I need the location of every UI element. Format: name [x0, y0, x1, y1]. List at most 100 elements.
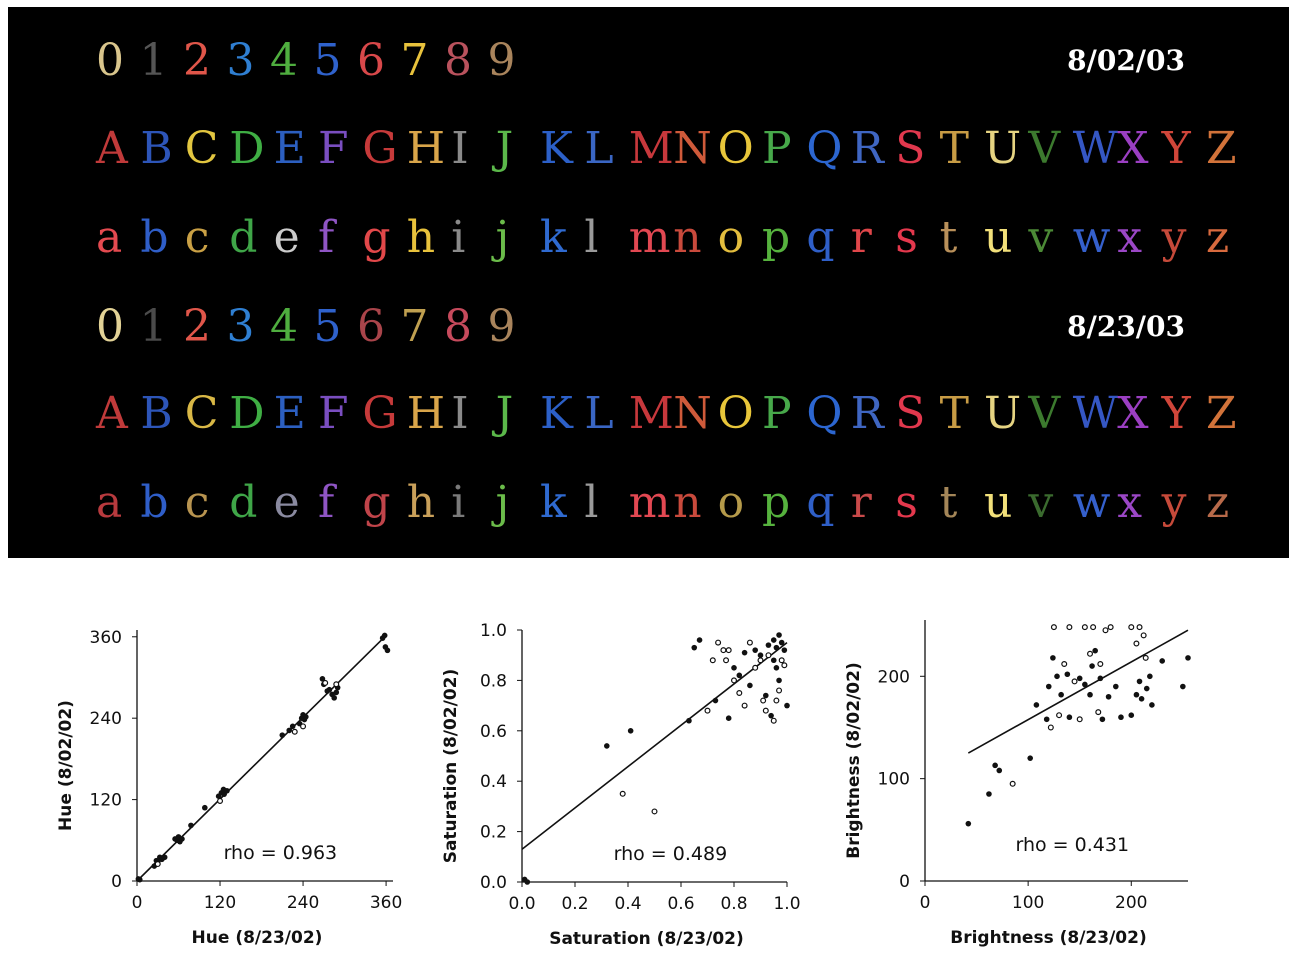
data-point: [279, 732, 286, 738]
glyph-lower: n: [673, 477, 702, 528]
glyph-upper: S: [895, 388, 926, 439]
glyph-lower: w: [1072, 212, 1111, 263]
glyph-upper: A: [96, 123, 128, 174]
glyph-lower: o: [717, 212, 745, 263]
data-point: [1043, 716, 1050, 723]
y-tick-label: 0.4: [480, 772, 507, 792]
x-tick-label: 0: [920, 893, 931, 913]
glyph-upper: G: [362, 123, 398, 174]
glyph-lower: r: [850, 477, 872, 528]
glyph-upper: Z: [1206, 388, 1237, 439]
data-point-open: [765, 652, 772, 659]
data-point-open: [715, 639, 722, 646]
data-point-open: [773, 697, 780, 704]
y-tick-label: 100: [878, 770, 910, 790]
session-date: 8/02/03: [1067, 44, 1185, 77]
glyph-upper: J: [495, 388, 514, 439]
x-tick-label: 0.2: [561, 894, 588, 914]
glyph-upper: Y: [1161, 123, 1191, 174]
glyph-upper: O: [717, 123, 754, 174]
data-point-open: [760, 697, 767, 704]
glyph-upper: D: [229, 388, 265, 439]
data-point-open: [752, 664, 759, 671]
data-point: [326, 686, 333, 693]
glyph-row: 0 1 2 3 4 5 6 7 8 9 8/23/03: [8, 297, 1289, 357]
data-point-open: [619, 790, 626, 797]
glyph-upper: R: [850, 388, 884, 439]
data-point-open: [709, 657, 716, 664]
glyph-lower: y: [1161, 477, 1187, 528]
glyph-lower: b: [140, 212, 169, 263]
data-point: [1147, 673, 1153, 680]
glyph-digit: 5: [313, 301, 342, 352]
glyph-lower: i: [451, 212, 466, 263]
glyph-lower: k: [540, 477, 567, 528]
data-point: [1113, 683, 1119, 690]
data-point-open: [1102, 627, 1109, 634]
data-point: [1082, 681, 1088, 688]
glyph-upper: H: [406, 123, 446, 174]
data-point: [776, 632, 782, 638]
data-point: [524, 879, 531, 885]
data-point: [757, 652, 764, 658]
glyph-upper: Q: [806, 388, 843, 439]
glyph-lower: b: [140, 477, 169, 528]
glyph-lower: t: [939, 212, 958, 263]
data-point: [1097, 675, 1104, 682]
data-point: [712, 697, 719, 704]
data-point: [289, 723, 296, 730]
glyph-lower: l: [584, 212, 599, 263]
glyph-lower: u: [984, 212, 1013, 263]
data-point: [1133, 691, 1140, 698]
glyph-upper: X: [1117, 123, 1149, 174]
data-point: [768, 712, 774, 719]
data-point: [773, 644, 780, 651]
y-axis-label: Hue (8/02/02): [56, 700, 76, 831]
glyph-digit: 2: [183, 301, 211, 352]
glyph-digit: 1: [139, 301, 168, 352]
glyph-lower: h: [406, 212, 436, 263]
glyph-digit: 0: [96, 35, 124, 86]
glyph-lower: f: [318, 477, 335, 528]
data-point-open: [1047, 724, 1054, 731]
data-point: [996, 767, 1003, 774]
x-tick-label: 200: [1115, 893, 1147, 913]
x-tick-label: 0.0: [508, 894, 535, 914]
data-point: [1180, 683, 1186, 690]
data-point-open: [651, 808, 658, 815]
data-point-open: [322, 679, 329, 686]
x-tick-label: 240: [287, 893, 319, 913]
data-point: [741, 649, 748, 656]
glyph-digit: 3: [226, 301, 255, 352]
y-tick-label: 0.8: [480, 671, 507, 691]
glyph-upper: Z: [1206, 123, 1237, 174]
data-point-open: [1107, 624, 1114, 631]
data-point: [604, 743, 610, 749]
y-tick-label: 200: [878, 667, 910, 687]
data-point-open: [1133, 640, 1140, 647]
data-point: [992, 762, 998, 769]
data-point: [319, 676, 326, 682]
glyph-upper: V: [1028, 123, 1061, 174]
data-point-open: [704, 707, 711, 714]
glyph-upper: M: [628, 123, 674, 174]
glyph-upper: T: [939, 123, 969, 174]
data-point: [384, 647, 391, 654]
glyph-digit: 5: [313, 35, 342, 86]
data-point: [1064, 671, 1071, 678]
glyph-upper: E: [273, 123, 306, 174]
data-point: [696, 637, 703, 643]
data-point-open: [762, 707, 769, 714]
data-point-open: [300, 723, 307, 730]
data-point-open: [1087, 650, 1094, 657]
x-axis-label: Brightness (8/23/02): [950, 928, 1146, 948]
x-tick-label: 1.0: [773, 894, 800, 914]
x-tick-label: 0.4: [614, 894, 641, 914]
glyph-upper: G: [362, 388, 398, 439]
data-point: [1050, 655, 1056, 661]
glyph-upper: W: [1072, 123, 1119, 174]
rho-annotation: rho = 0.489: [614, 843, 728, 865]
x-axis-label: Hue (8/23/02): [192, 928, 323, 948]
glyph-upper: W: [1072, 388, 1119, 439]
glyph-upper: O: [717, 388, 754, 439]
